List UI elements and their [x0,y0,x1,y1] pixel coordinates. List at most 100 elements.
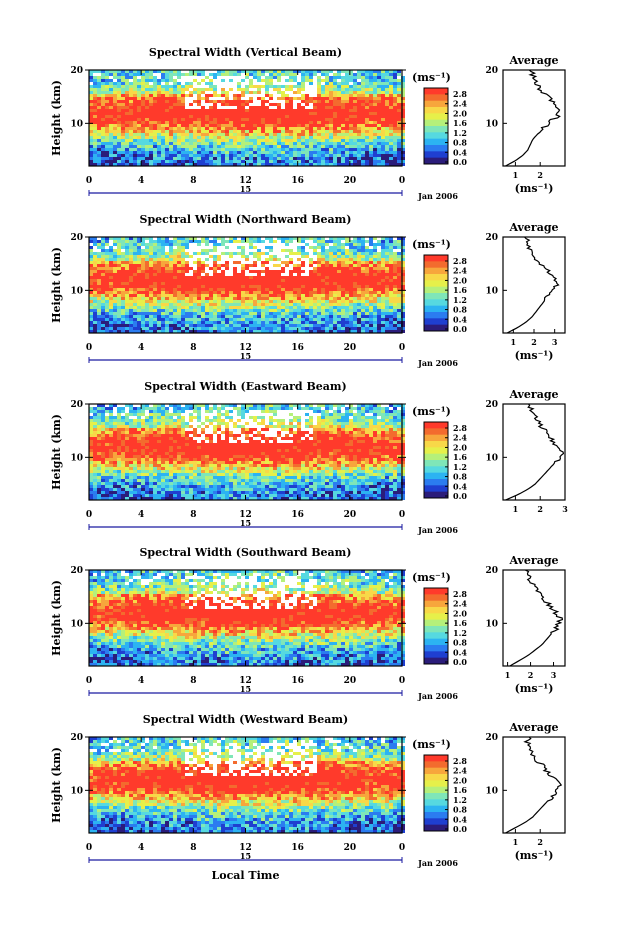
profile-title: Average [508,54,558,67]
profile-line [505,69,561,167]
profile-title: Average [508,388,558,401]
colorbar-tick-label: 0.8 [453,305,467,315]
panel-title: Spectral Width (Eastward Beam) [144,380,346,393]
time-tick-label: 16 [291,676,304,686]
colorbar-tick-label: 0.0 [453,824,467,834]
colorbar-tick-label: 0.0 [453,491,467,501]
profile-line [506,236,560,334]
profile-title: Average [508,221,558,234]
time-tick-label: 16 [291,843,304,853]
heatmap [89,570,405,666]
time-tick-label: 0 [86,676,92,686]
profile-frame [502,569,566,667]
heatmap [89,404,405,500]
panel-2: Spectral Width (Northward Beam)2010Heigh… [50,213,566,368]
colorbar-tick-label: 2.0 [453,608,467,618]
time-tick-label: 0 [86,343,92,353]
height-tick-label: 20 [70,733,83,743]
time-tick-label: 20 [344,343,357,353]
month-label: Jan 2006 [417,691,458,701]
time-tick-label: 12 [239,176,252,186]
colorbar-tick-label: 0.0 [453,324,467,334]
colorbar-unit: (ms⁻¹) [412,738,451,751]
time-tick-label: 12 [239,676,252,686]
profile-x-label: (ms⁻¹) [515,182,554,195]
heatmap [89,737,405,833]
profile-line [505,736,563,834]
month-label: Jan 2006 [417,191,458,201]
profile-x-tick-label: 3 [562,504,568,514]
profile-x-tick-label: 2 [537,504,543,514]
height-axis-label: Height (km) [50,247,63,323]
profile-line [505,403,565,501]
colorbar-unit: (ms⁻¹) [412,238,451,251]
colorbar-tick-label: 1.2 [453,462,467,472]
time-tick-label: 4 [138,843,144,853]
colorbar-tick-label: 2.8 [453,756,467,766]
height-tick-label: 10 [70,786,83,796]
colorbar-tick-label: 0.4 [453,147,467,157]
profile-height-tick-label: 10 [485,286,498,296]
profile-height-tick-label: 10 [485,119,498,129]
panel-title: Spectral Width (Southward Beam) [139,546,351,559]
colorbar-tick-label: 2.8 [453,589,467,599]
average-profile: Average 20 10 1 2 (ms⁻¹) [485,54,566,195]
colorbar-tick-label: 2.0 [453,775,467,785]
time-tick-label: 4 [138,343,144,353]
colorbar-tick-label: 2.4 [453,766,467,776]
month-label: Jan 2006 [417,358,458,368]
colorbar: (ms⁻¹)2.82.42.01.61.20.80.40.0 [412,238,467,334]
time-tick-label: 0 [399,510,405,520]
colorbar-tick-label: 2.4 [453,433,467,443]
colorbar-unit: (ms⁻¹) [412,571,451,584]
profile-height-tick-label: 10 [485,619,498,629]
time-tick-label: 4 [138,676,144,686]
height-tick-label: 20 [70,66,83,76]
colorbar-tick-label: 1.6 [453,785,467,795]
height-tick-label: 20 [70,400,83,410]
height-tick-label: 10 [70,453,83,463]
colorbar-tick-label: 1.2 [453,128,467,138]
panel-title: Spectral Width (Westward Beam) [143,713,348,726]
colorbar-tick-label: 2.8 [453,89,467,99]
profile-height-tick-label: 20 [485,566,498,576]
colorbar-tick-label: 0.4 [453,481,467,491]
time-tick-label: 20 [344,510,357,520]
average-profile: Average 20 10 1 2 3 [485,388,568,514]
height-tick-label: 10 [70,286,83,296]
colorbar-tick-label: 0.4 [453,814,467,824]
time-tick-label: 0 [399,676,405,686]
profile-height-tick-label: 20 [485,233,498,243]
time-tick-label: 20 [344,676,357,686]
height-tick-label: 20 [70,566,83,576]
time-tick-label: 8 [190,676,196,686]
colorbar-tick-label: 0.8 [453,138,467,148]
colorbar-tick-label: 2.8 [453,256,467,266]
profile-x-tick-label: 3 [551,670,557,680]
day-label: 15 [240,351,251,361]
time-tick-label: 0 [86,510,92,520]
colorbar-tick-label: 2.4 [453,266,467,276]
height-axis-label: Height (km) [50,414,63,490]
profile-height-tick-label: 20 [485,733,498,743]
day-label: 15 [240,518,251,528]
profile-x-tick-label: 1 [513,170,519,180]
heatmap [89,70,405,166]
profile-frame [502,403,566,501]
day-label: 15 [240,851,251,861]
colorbar-tick-label: 1.6 [453,618,467,628]
time-tick-label: 12 [239,843,252,853]
panel-5: Spectral Width (Westward Beam)2010Height… [50,713,566,868]
profile-x-tick-label: 3 [552,337,558,347]
profile-title: Average [508,721,558,734]
profile-title: Average [508,554,558,567]
colorbar-unit: (ms⁻¹) [412,405,451,418]
time-tick-label: 0 [399,176,405,186]
profile-x-tick-label: 1 [505,670,511,680]
profile-x-tick-label: 2 [537,170,543,180]
profile-frame [502,236,566,334]
time-tick-label: 8 [190,343,196,353]
profile-height-tick-label: 20 [485,400,498,410]
time-tick-label: 8 [190,510,196,520]
